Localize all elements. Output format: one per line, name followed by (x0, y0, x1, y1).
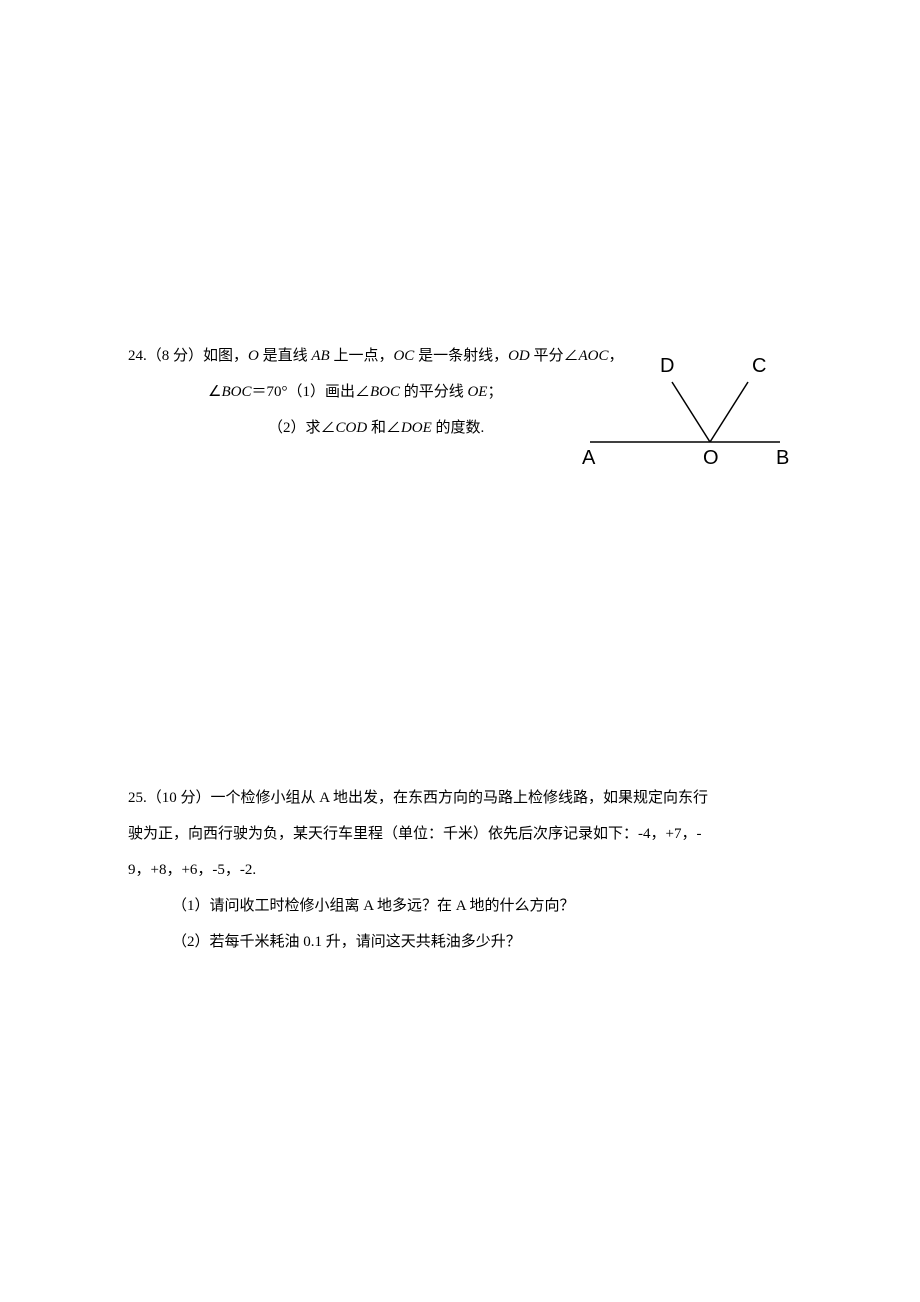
label-A: A (582, 447, 596, 469)
var-OC: OC (393, 348, 414, 364)
text: 是一条射线， (414, 348, 508, 364)
var-OD: OD (508, 348, 530, 364)
text: 是直线 (259, 348, 312, 364)
problem-25-sub-1: （1）请问收工时检修小组离 A 地多远？在 A 地的什么方向？ (128, 888, 808, 924)
var-BOC: BOC (221, 384, 251, 400)
text: （2）求∠ (268, 420, 336, 436)
ray-OD (672, 382, 710, 442)
geometry-diagram: A O B C D (560, 342, 800, 482)
var-O: O (248, 348, 259, 364)
problem-25: 25.（10 分）一个检修小组从 A 地出发，在东西方向的马路上检修线路，如果规… (128, 780, 808, 960)
var-DOE: DOE (401, 420, 432, 436)
text: 上一点， (330, 348, 394, 364)
label-D: D (660, 355, 674, 377)
var-OE: OE (467, 384, 487, 400)
problem-25-line-2: 驶为正，向西行驶为负，某天行车里程（单位：千米）依先后次序记录如下：-4，+7，… (128, 816, 808, 852)
var-BOC2: BOC (370, 384, 400, 400)
var-COD: COD (336, 420, 368, 436)
text: 和∠ (367, 420, 401, 436)
text: 24.（8 分）如图， (128, 348, 248, 364)
label-C: C (752, 355, 766, 377)
ray-OC (710, 382, 748, 442)
diagram-svg: A O B C D (560, 342, 800, 482)
problem-25-sub-2: （2）若每千米耗油 0.1 升，请问这天共耗油多少升？ (128, 924, 808, 960)
problem-25-line-3: 9，+8，+6，-5，-2. (128, 852, 808, 888)
text: 的度数. (432, 420, 485, 436)
label-O: O (703, 447, 719, 469)
label-B: B (776, 447, 789, 469)
text: ∠ (208, 384, 221, 400)
problem-25-line-1: 25.（10 分）一个检修小组从 A 地出发，在东西方向的马路上检修线路，如果规… (128, 780, 808, 816)
text: ； (487, 384, 502, 400)
var-AB: AB (311, 348, 329, 364)
text: 的平分线 (400, 384, 468, 400)
text: ＝70°（1）画出∠ (251, 384, 370, 400)
